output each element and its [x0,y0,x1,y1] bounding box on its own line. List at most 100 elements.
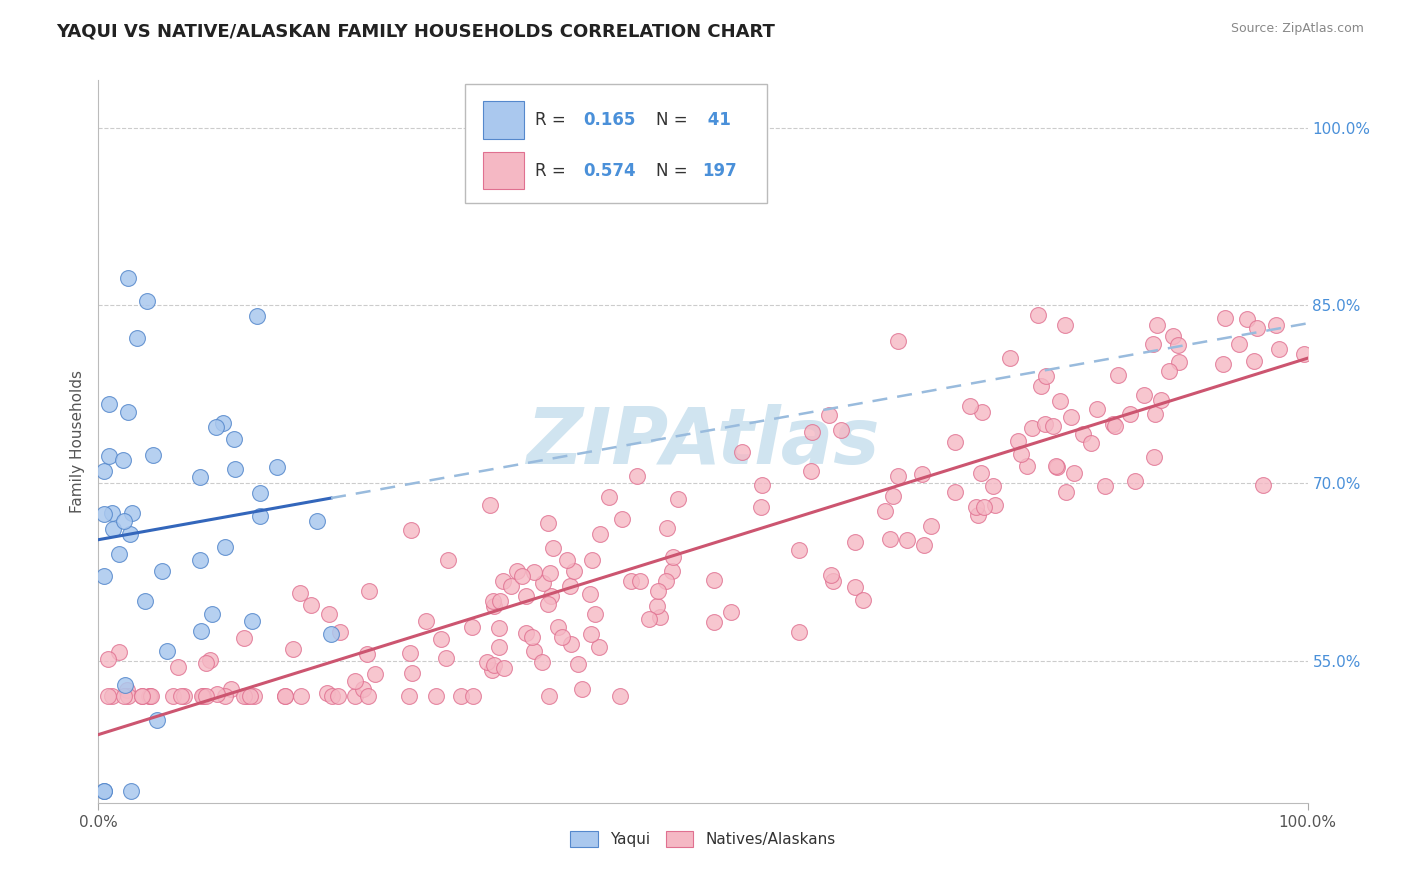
Point [479,498,502,512]
Point [666,492,689,507]
Point [588,640,610,654]
Point [415,615,437,629]
Point [190,624,212,639]
Point [219,681,242,696]
Point [970,405,993,419]
Point [844,535,866,549]
Point [965,500,987,514]
Point [401,665,423,680]
Point [107,547,129,561]
Point [482,657,505,672]
Point [111,453,134,467]
Point [494,661,516,675]
Point [967,508,990,522]
Point [1212,357,1234,371]
Point [560,637,582,651]
Point [1167,338,1189,352]
Point [547,620,569,634]
Point [943,485,966,500]
Point [882,490,904,504]
Text: 197: 197 [702,161,737,179]
Point [188,469,211,483]
Point [273,689,295,703]
Point [450,689,472,703]
Point [981,479,1004,493]
Point [425,689,447,703]
Point [720,605,742,619]
Point [657,521,679,535]
Point [318,607,340,621]
Point [114,678,136,692]
Point [461,620,484,634]
Point [482,593,505,607]
Point [703,573,725,587]
Point [488,640,510,655]
Point [461,689,484,703]
Point [212,416,235,430]
Point [1033,417,1056,431]
Point [305,514,328,528]
Point [191,689,214,703]
Point [1168,355,1191,369]
Point [112,514,135,528]
Point [589,527,612,541]
Point [363,667,385,681]
Point [537,597,560,611]
Point [249,508,271,523]
Text: 0.165: 0.165 [583,111,636,129]
Point [1015,459,1038,474]
Point [638,612,661,626]
Point [204,420,226,434]
Point [1243,354,1265,368]
Point [488,621,510,635]
Point [1268,342,1291,356]
Point [610,512,633,526]
Point [873,504,896,518]
Text: N =: N = [655,111,693,129]
Point [146,714,169,728]
Point [233,632,256,646]
Point [115,682,138,697]
Point [541,541,564,555]
Point [1143,450,1166,464]
Point [205,687,228,701]
Point [647,599,669,613]
Point [970,466,993,480]
Point [1060,410,1083,425]
Point [801,425,824,440]
Point [152,564,174,578]
Point [1150,392,1173,407]
Point [120,784,142,798]
Text: Source: ZipAtlas.com: Source: ZipAtlas.com [1230,22,1364,36]
Point [1119,408,1142,422]
Point [650,610,672,624]
Point [852,592,875,607]
Y-axis label: Family Households: Family Households [70,370,86,513]
Point [1102,417,1125,431]
Point [1229,337,1251,351]
Point [235,689,257,703]
Point [93,508,115,522]
Point [973,500,995,515]
Point [1142,337,1164,351]
Point [222,432,245,446]
Point [97,449,120,463]
Point [118,527,141,541]
Point [492,574,515,588]
Point [1123,475,1146,489]
Point [108,645,131,659]
Point [249,485,271,500]
Point [321,689,343,703]
Point [703,615,725,629]
Point [1085,401,1108,416]
Point [191,689,214,703]
Point [93,784,115,798]
Point [1035,368,1057,383]
Point [201,607,224,621]
Point [329,625,352,640]
Point [662,549,685,564]
Point [567,657,589,671]
Point [1042,419,1064,434]
Point [571,681,593,696]
Point [581,627,603,641]
